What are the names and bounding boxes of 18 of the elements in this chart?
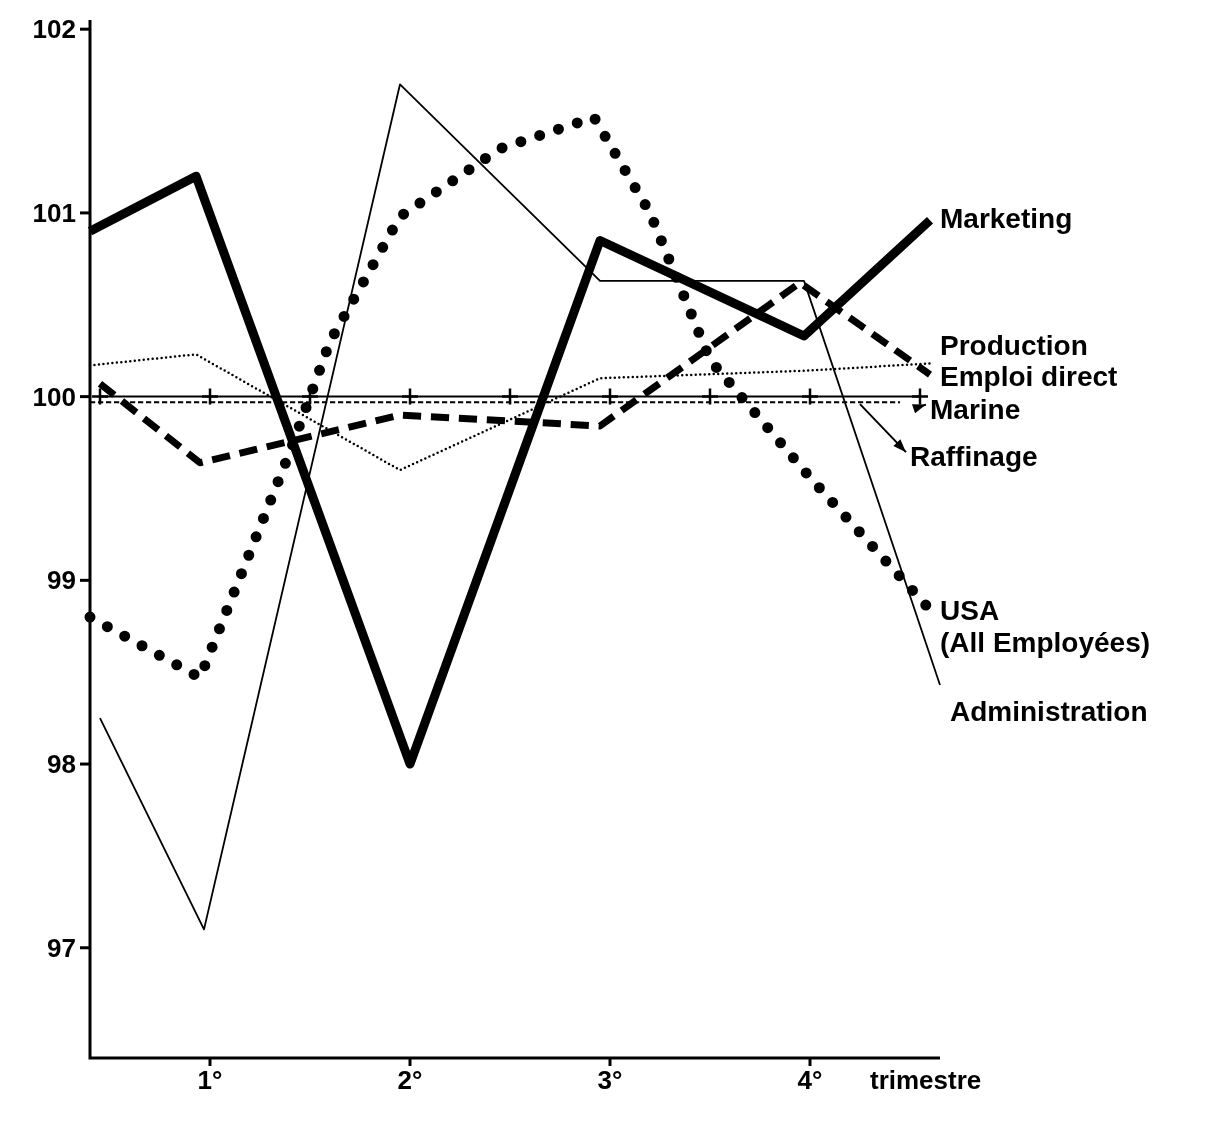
x-tick-label: 1° — [197, 1065, 223, 1096]
y-tick-label: 101 — [32, 198, 76, 228]
x-tick-label: 3° — [597, 1065, 623, 1096]
y-tick-label: 99 — [47, 565, 76, 596]
x-axis-title: trimestre — [870, 1065, 982, 1096]
series-label: Emploi direct — [940, 360, 1118, 392]
x-tick-label: 4° — [797, 1065, 823, 1096]
y-tick-label: 97 — [47, 932, 76, 963]
series-label: Production — [940, 329, 1088, 361]
series-label: Marketing — [940, 203, 1073, 235]
y-tick-label: 102 — [32, 14, 76, 45]
x-tick-label: 2° — [397, 1065, 423, 1096]
y-tick-label: 98 — [47, 749, 76, 780]
series-label: USA (All Employées) — [940, 594, 1151, 658]
series-label: Administration — [950, 696, 1148, 728]
legend-label: Marine — [930, 393, 1021, 425]
y-tick-label: 100 — [32, 381, 76, 412]
legend-label: Raffinage — [910, 441, 1038, 473]
